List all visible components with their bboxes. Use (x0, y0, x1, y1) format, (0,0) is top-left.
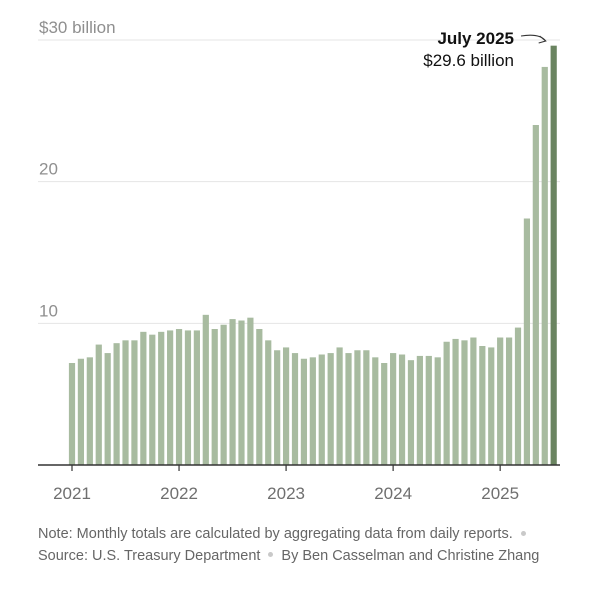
bar (416, 355, 423, 465)
bar (505, 337, 513, 465)
bar (122, 340, 129, 465)
separator-dot-icon (520, 530, 526, 536)
y-tick-label-30: $30 billion (39, 18, 116, 37)
bar (514, 327, 522, 465)
bar (238, 320, 245, 465)
bar (86, 357, 93, 465)
bar (497, 337, 504, 465)
bar (461, 340, 468, 465)
bar (113, 343, 120, 465)
bar (434, 357, 441, 465)
bar (452, 338, 459, 465)
y-tick-label-10: 10 (39, 301, 58, 320)
grid-layer: 10 20 $30 billion (38, 18, 560, 324)
x-tick-label-2025: 2025 (481, 484, 519, 503)
bar (140, 331, 147, 465)
bar (532, 125, 539, 465)
bar (149, 334, 156, 465)
bar (131, 340, 138, 465)
bar (381, 363, 388, 465)
x-tick-label-2021: 2021 (53, 484, 91, 503)
bar (318, 354, 325, 465)
x-tick-label-2022: 2022 (160, 484, 198, 503)
bar (523, 218, 531, 465)
bar (95, 344, 102, 465)
annotation-value-label: $29.6 billion (423, 51, 514, 70)
bar (443, 341, 450, 465)
bar (407, 360, 415, 465)
bar (175, 329, 183, 465)
bar (390, 353, 397, 465)
bar (372, 357, 379, 465)
bar (309, 357, 316, 465)
chart-note: Note: Monthly totals are calculated by a… (38, 524, 568, 567)
bar (345, 353, 352, 465)
bar (336, 347, 343, 465)
bar (479, 346, 486, 465)
byline-text: By Ben Casselman and Christine Zhang (281, 547, 540, 564)
bar (470, 337, 477, 465)
bar (541, 66, 548, 466)
bars-layer (68, 45, 557, 466)
bar (354, 350, 361, 465)
bar (327, 353, 334, 465)
bar (211, 329, 218, 465)
x-axis: 2021 2022 2023 2024 2025 (38, 464, 560, 503)
note-text: Note: Monthly totals are calculated by a… (38, 526, 513, 542)
bar (104, 353, 111, 465)
bar (229, 319, 236, 465)
arrowhead-icon (538, 35, 547, 44)
bar (167, 330, 174, 465)
bar (68, 363, 76, 465)
bar (256, 329, 263, 465)
x-tick-label-2024: 2024 (374, 484, 412, 503)
bar (220, 324, 227, 465)
bar (291, 353, 299, 465)
annotation-date-label: July 2025 (437, 29, 514, 48)
bar (488, 347, 495, 465)
highlight-annotation: July 2025 $29.6 billion (423, 29, 547, 70)
source-text: Source: U.S. Treasury Department (38, 547, 261, 564)
y-tick-label-20: 20 (39, 160, 58, 179)
bar (193, 330, 200, 465)
bar-highlight (550, 45, 557, 466)
x-tick-label-2023: 2023 (267, 484, 305, 503)
bar (202, 314, 209, 465)
bar (398, 354, 406, 465)
bar (274, 350, 281, 465)
bar (300, 358, 308, 465)
bar (282, 347, 290, 465)
bar (265, 340, 272, 465)
bar (184, 330, 192, 465)
separator-dot-icon (268, 552, 274, 558)
bar (247, 317, 254, 465)
bar (77, 358, 85, 465)
bar (158, 331, 165, 465)
bar (363, 350, 370, 465)
bar-chart: 10 20 $30 billion 2021 2022 2023 2024 2025 Jul… (38, 18, 560, 503)
bar (425, 355, 432, 465)
